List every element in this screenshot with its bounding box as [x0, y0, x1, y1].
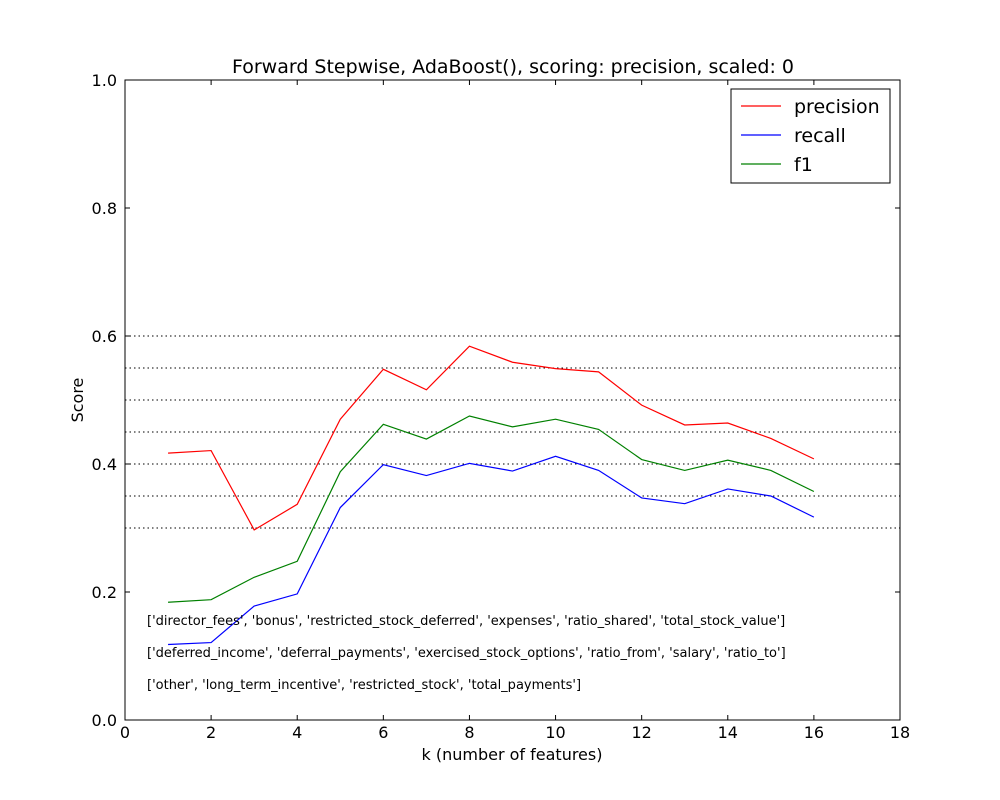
x-tick-label: 12: [631, 723, 651, 742]
x-tick-label: 8: [464, 723, 474, 742]
annotation-text: ['deferred_income', 'deferral_payments',…: [147, 646, 786, 661]
y-tick-label: 0.2: [92, 583, 117, 602]
legend-label: recall: [794, 125, 846, 147]
legend-label: precision: [794, 96, 880, 118]
annotation-text: ['other', 'long_term_incentive', 'restri…: [147, 678, 581, 693]
series-line-f1: [168, 415, 815, 603]
x-axis-label: k (number of features): [422, 745, 603, 764]
legend: precision recall f1: [730, 88, 891, 184]
y-tick-label: 1.0: [92, 71, 117, 90]
y-tick-label: 0.0: [92, 711, 117, 730]
y-tick-label: 0.4: [92, 455, 117, 474]
x-tick-label: 10: [545, 723, 565, 742]
x-tick-label: 16: [804, 723, 824, 742]
annotations: ['director_fees', 'bonus', 'restricted_s…: [147, 614, 786, 693]
legend-label: f1: [794, 154, 813, 176]
y-tick-label: 0.8: [92, 199, 117, 218]
reference-lines: [125, 335, 900, 529]
chart-title: Forward Stepwise, AdaBoost(), scoring: p…: [232, 56, 794, 78]
x-tick-label: 2: [206, 723, 216, 742]
y-axis-label: Score: [68, 378, 87, 423]
x-tick-label: 18: [890, 723, 910, 742]
x-tick-label: 0: [120, 723, 130, 742]
y-tick-label: 0.6: [92, 327, 117, 346]
series-line-precision: [168, 345, 815, 531]
series-layer: [168, 345, 815, 646]
series-line-recall: [168, 455, 815, 646]
x-tick-label: 14: [718, 723, 738, 742]
legend-box: [730, 88, 891, 184]
axis-ticks: 0 2 4 6 8 10 12 14 16 18 0.0 0.2 0.4 0.6 0.8 1.0: [92, 71, 911, 742]
annotation-text: ['director_fees', 'bonus', 'restricted_s…: [147, 614, 785, 629]
x-tick-label: 4: [292, 723, 302, 742]
plot-frame: [124, 79, 901, 721]
x-tick-label: 6: [378, 723, 388, 742]
